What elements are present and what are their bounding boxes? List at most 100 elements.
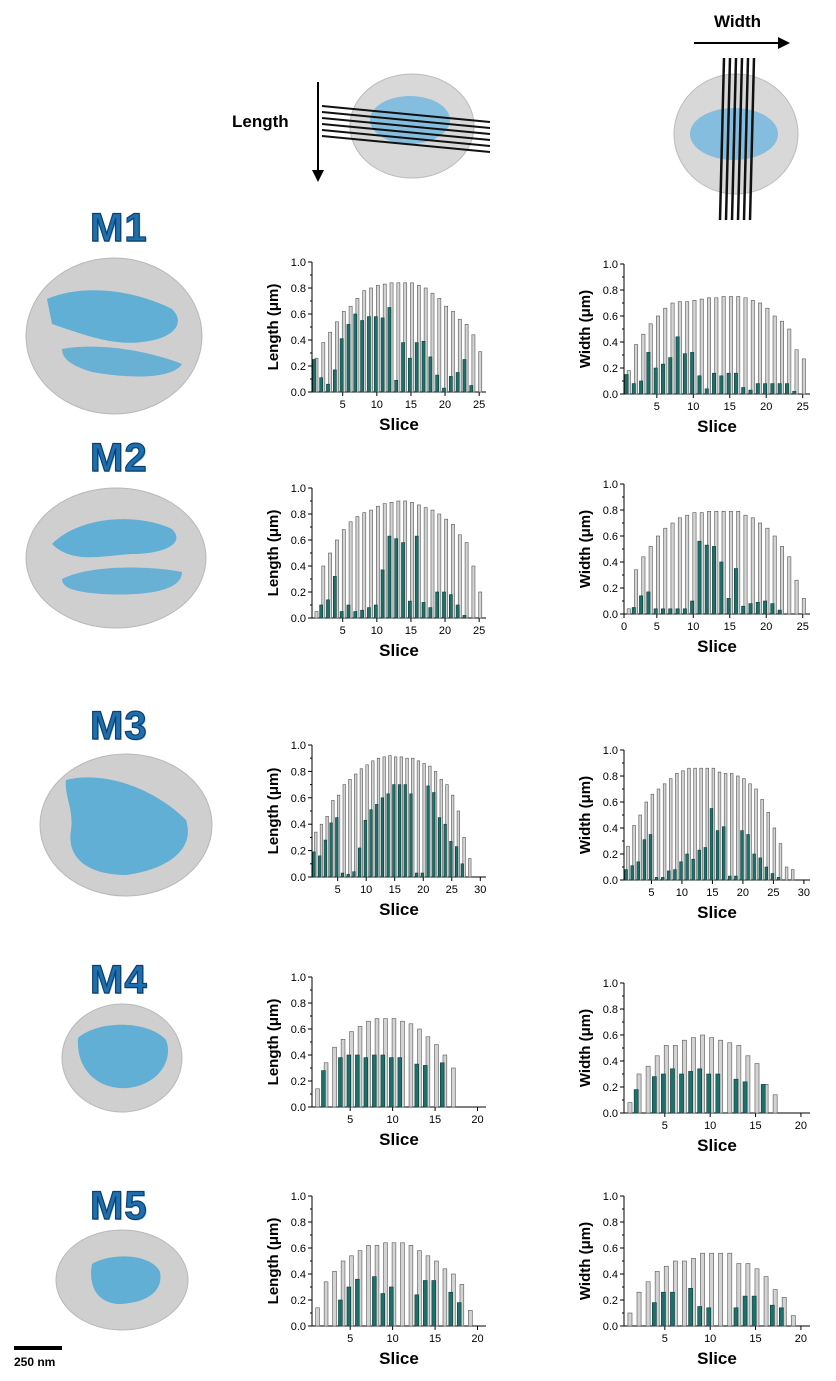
dna-bar [653,367,658,395]
dna-bar [426,785,430,878]
dna-bar [360,609,364,619]
y-tick-label: 1.0 [603,978,618,990]
x-axis-label: Slice [379,415,419,434]
dna-bar [769,1304,775,1327]
cell-render-m1 [25,257,203,415]
dna-bar [332,576,337,619]
x-tick-label: 20 [417,884,429,896]
total-bar [471,334,476,393]
total-bar [728,510,733,615]
y-tick-label: 0.0 [291,1102,306,1114]
x-tick-label: 5 [347,1114,353,1126]
dna-bar [448,1291,453,1327]
total-bar [750,300,755,395]
y-axis-label: Width (μm) [577,1009,594,1087]
y-tick-label: 0.8 [291,766,306,778]
total-bar [434,1044,439,1108]
dna-bar [690,352,695,395]
total-bar [669,778,673,881]
x-tick-label: 20 [760,621,772,633]
x-tick-label: 10 [387,1333,399,1345]
x-tick-label: 15 [724,621,736,633]
x-tick-label: 20 [737,887,749,899]
dna-bar [408,600,412,619]
total-bar [765,527,770,615]
y-tick-label: 0.4 [603,1056,618,1068]
dna-bar [380,797,384,878]
dna-bar [630,865,634,881]
x-tick-label: 15 [706,887,718,899]
x-tick-label: 30 [474,884,486,896]
y-tick-label: 0.4 [291,1269,306,1281]
dna-bar [460,863,464,878]
total-bar [403,282,408,393]
y-tick-label: 0.2 [603,583,618,595]
dna-bar [414,342,419,393]
dna-bar [346,604,351,619]
y-tick-label: 0.8 [291,998,306,1010]
total-bar [430,509,435,619]
total-bar [366,1245,371,1327]
total-bar [408,1245,414,1327]
dna-bar [760,1084,766,1114]
x-tick-label: 5 [335,884,341,896]
x-tick-label: 15 [389,884,401,896]
dna-bar [648,834,653,881]
row-label-m4: M4 [89,957,148,1002]
dna-bar [726,372,731,395]
y-tick-label: 0.4 [603,1269,618,1281]
dna-bar [339,338,344,393]
x-tick-label: 10 [704,1333,716,1345]
dna-bar [742,1295,748,1327]
chart-m3-length: Length (μm) 0.0 0.2 0.4 0.6 0.8 1.0 5 10 15 20 25 30… [262,735,512,927]
dna-bar [679,1073,684,1114]
total-bar [423,507,428,619]
total-bar [457,318,462,393]
x-tick-label: 5 [662,1120,668,1132]
dna-bar [704,388,709,395]
x-tick-label: 25 [473,399,485,411]
y-tick-label: 0.0 [603,1321,618,1333]
row-label-m1: M1 [89,205,148,250]
dna-bar [423,1280,428,1327]
dna-bar [420,872,424,878]
dna-bar [340,872,345,878]
total-bar [765,307,770,395]
dna-bar [633,1089,639,1114]
dna-bar [442,387,446,393]
dna-bar [319,377,323,393]
x-axis-label: Slice [697,1349,737,1368]
total-bar [627,1312,633,1327]
total-bar [636,1291,642,1327]
x-tick-label: 5 [662,1333,668,1345]
total-bar [670,522,675,615]
y-tick-label: 0.2 [291,1295,306,1307]
dna-bar [703,847,708,881]
dna-bar [363,1057,369,1108]
dna-bar [355,1054,360,1108]
dna-bar [392,784,396,878]
y-tick-label: 1.0 [603,1191,618,1203]
x-tick-label: 10 [687,621,699,633]
dna-bar [719,375,724,395]
y-tick-label: 0.0 [603,609,618,621]
dna-bar [653,608,658,615]
total-bar [359,768,363,878]
dna-bar [777,383,782,395]
y-tick-label: 0.4 [291,1050,306,1062]
total-bar [396,282,401,393]
total-bar [778,843,783,881]
dna-bar [667,870,671,881]
dna-bar [755,383,760,395]
total-bar [794,349,799,395]
total-bar [736,775,740,881]
y-tick-label: 0.0 [603,1108,618,1120]
total-bar [462,837,466,878]
dna-bar [387,535,392,619]
total-bar [685,301,690,395]
dna-bar [338,1057,343,1108]
total-bar [410,501,414,619]
total-bar [748,783,752,881]
y-tick-label: 0.0 [291,387,306,399]
total-bar [648,546,653,615]
